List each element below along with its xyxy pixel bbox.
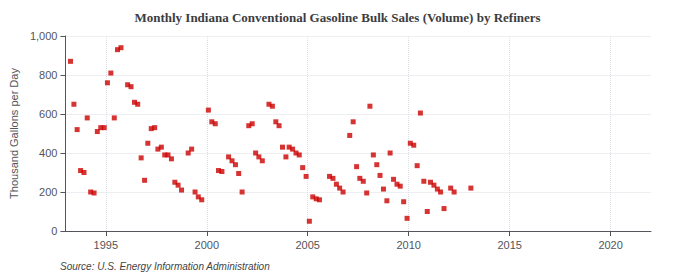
svg-text:1,000: 1,000 [30,30,58,42]
svg-text:2015: 2015 [497,239,521,251]
svg-text:2005: 2005 [295,239,319,251]
svg-text:400: 400 [39,147,57,159]
svg-text:800: 800 [39,69,57,81]
svg-text:Thousand Gallons per Day: Thousand Gallons per Day [8,68,20,199]
svg-text:1995: 1995 [94,239,118,251]
svg-text:2020: 2020 [598,239,622,251]
svg-text:2000: 2000 [195,239,219,251]
svg-text:600: 600 [39,108,57,120]
svg-text:2010: 2010 [396,239,420,251]
svg-text:Monthly Indiana Conventional G: Monthly Indiana Conventional Gasoline Bu… [134,10,540,25]
svg-text:Source: U.S. Energy Informatio: Source: U.S. Energy Information Administ… [60,261,270,272]
svg-text:200: 200 [39,186,57,198]
svg-text:0: 0 [51,225,57,237]
